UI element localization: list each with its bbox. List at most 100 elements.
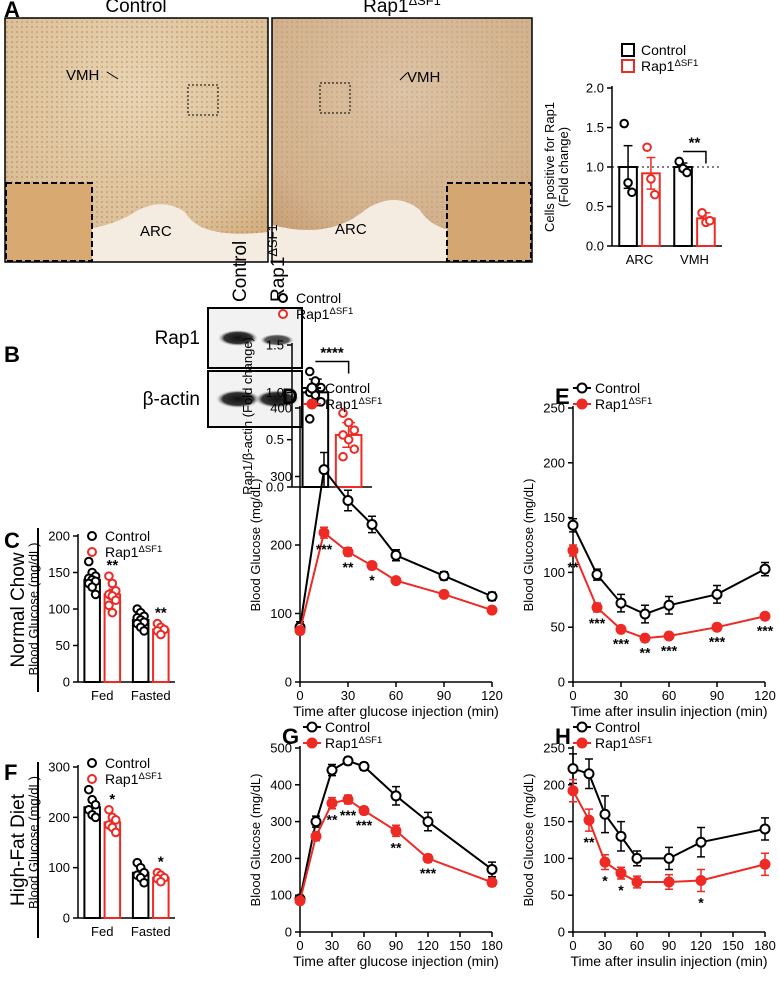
y-tick-label: 300 xyxy=(48,760,70,775)
x-tick-label: 90 xyxy=(710,688,724,703)
data-point xyxy=(619,118,629,129)
y-tick-label: 0 xyxy=(285,675,292,690)
y-tick-label: 2.0 xyxy=(586,81,604,96)
data-point xyxy=(711,588,723,600)
y-tick-label: 100 xyxy=(270,606,292,621)
region-label: ARC xyxy=(140,223,172,240)
data-point xyxy=(438,588,450,600)
data-point xyxy=(697,208,707,218)
data-point xyxy=(318,527,330,539)
panel-letter: B xyxy=(4,342,20,367)
panel-letter: H xyxy=(555,724,571,749)
region-label: VMH xyxy=(407,69,440,86)
western-blot xyxy=(207,307,303,428)
y-tick-label: 200 xyxy=(543,455,565,470)
legend-label: Rap1ΔSF1 xyxy=(296,306,353,323)
data-point xyxy=(343,417,354,428)
data-point xyxy=(107,607,118,618)
data-point xyxy=(695,836,707,848)
row-label: High-Fat Diet xyxy=(8,793,29,906)
data-point xyxy=(759,610,771,622)
data-point xyxy=(486,604,498,616)
y-tick-label: 0.5 xyxy=(266,432,284,447)
panel-letter: D xyxy=(282,384,298,409)
data-point xyxy=(104,600,114,611)
panel-letter: E xyxy=(555,384,570,409)
data-point xyxy=(104,571,114,581)
y-tick-label: 1.0 xyxy=(266,385,284,400)
data-point xyxy=(599,808,611,820)
significance: * xyxy=(618,882,624,898)
data-point xyxy=(631,852,643,864)
data-point xyxy=(110,815,121,825)
significance: **** xyxy=(320,345,344,362)
blot-row-label: β-actin xyxy=(143,389,200,410)
x-axis-label: Time after glucose injection (min) xyxy=(293,953,499,969)
significance: ** xyxy=(343,559,354,575)
legend-label: Rap1ΔSF1 xyxy=(641,58,698,75)
data-point xyxy=(623,178,633,188)
x-tick-label: 0 xyxy=(569,938,576,953)
data-point xyxy=(642,142,652,153)
legend-label: Control xyxy=(641,42,686,58)
data-point xyxy=(304,366,315,377)
legend-marker xyxy=(306,382,318,394)
data-point xyxy=(366,518,378,530)
y-tick-label: 150 xyxy=(543,510,565,525)
data-point xyxy=(342,546,354,558)
data-point xyxy=(390,575,402,587)
legend-marker xyxy=(621,43,635,57)
data-point xyxy=(139,877,149,888)
x-tick-label: 120 xyxy=(481,688,503,703)
data-point xyxy=(310,830,322,842)
x-tick-label: 150 xyxy=(722,938,744,953)
x-tick-label: 60 xyxy=(662,688,676,703)
data-point xyxy=(343,434,354,445)
y-tick-label: 0.0 xyxy=(266,480,284,495)
y-tick-label: 250 xyxy=(543,741,565,756)
y-tick-label: 400 xyxy=(270,777,292,792)
data-point xyxy=(705,215,715,226)
y-tick-label: 100 xyxy=(48,602,70,617)
series-line xyxy=(572,767,766,860)
data-point xyxy=(567,544,579,556)
significance: * xyxy=(698,895,704,911)
y-axis-label: Blood Glucose (mg/dL) xyxy=(26,776,41,909)
y-tick-label: 1.5 xyxy=(586,120,604,135)
x-tick-label: Fed xyxy=(91,688,113,703)
legend-marker xyxy=(278,293,288,303)
legend-marker xyxy=(576,382,588,394)
y-tick-label: 50 xyxy=(56,638,70,653)
data-point xyxy=(358,805,370,817)
data-point xyxy=(390,549,402,561)
x-tick-label: 90 xyxy=(662,938,676,953)
legend-marker xyxy=(576,737,588,749)
legend-marker xyxy=(306,398,318,410)
data-point xyxy=(759,563,771,575)
data-point xyxy=(711,621,723,633)
y-tick-label: 1.5 xyxy=(266,338,284,353)
x-axis-label: Time after insulin injection (min) xyxy=(570,703,767,719)
row-label: Normal Chow xyxy=(8,552,29,667)
bar xyxy=(83,806,101,919)
data-point xyxy=(567,763,579,775)
significance: ** xyxy=(568,559,579,575)
x-tick-label: 90 xyxy=(437,688,451,703)
y-tick-label: 50 xyxy=(551,620,565,635)
x-tick-label: 0 xyxy=(569,688,576,703)
legend-label: Control xyxy=(105,755,150,771)
data-point xyxy=(486,876,498,888)
data-point xyxy=(156,629,166,640)
y-tick-label: 250 xyxy=(543,401,565,416)
y-tick-label: 0 xyxy=(63,675,70,690)
data-point xyxy=(486,863,498,875)
panel-letter: F xyxy=(4,760,17,785)
significance: ** xyxy=(155,605,167,622)
x-tick-label: 120 xyxy=(417,938,439,953)
x-tick-label: 60 xyxy=(357,938,371,953)
bar xyxy=(673,166,693,247)
series-line xyxy=(299,759,493,900)
y-tick-label: 200 xyxy=(270,538,292,553)
y-tick-label: 150 xyxy=(543,814,565,829)
